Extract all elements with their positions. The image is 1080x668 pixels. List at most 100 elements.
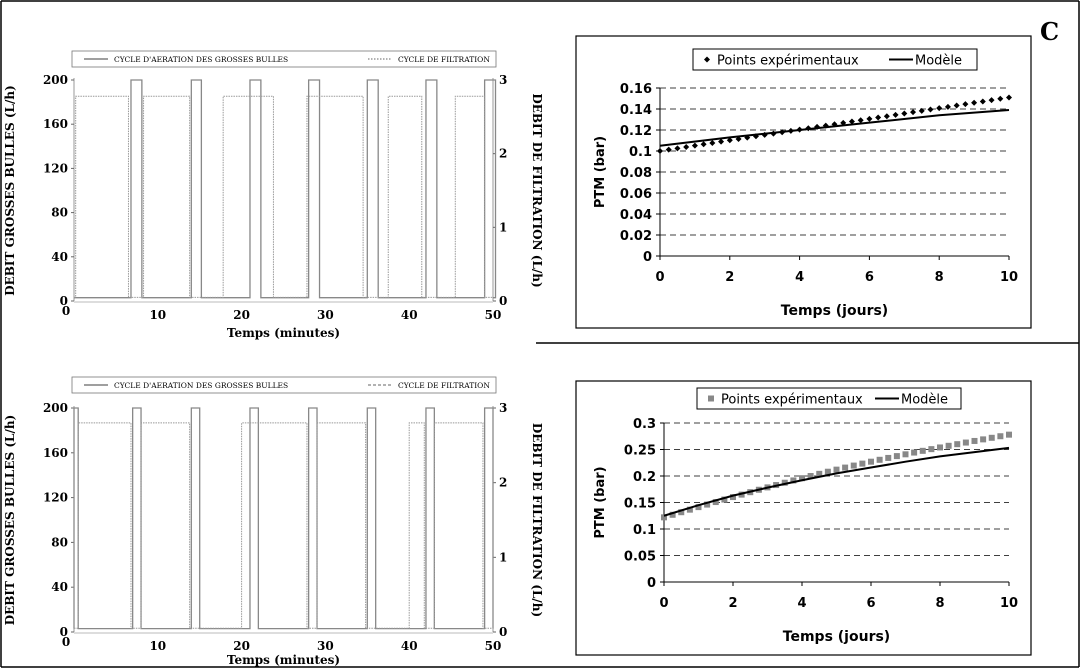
aeration-cycle-line — [73, 407, 494, 630]
y-tick-label: 0.05 — [624, 550, 656, 565]
y-tick-label: 0.16 — [620, 82, 652, 97]
x-tick-label: 4 — [797, 596, 806, 611]
data-point — [953, 102, 960, 109]
y-tick-label: 0.2 — [633, 470, 656, 485]
y-tick-label: 160 — [43, 446, 68, 460]
y-tick-label: 0.15 — [624, 497, 656, 512]
data-point — [971, 437, 978, 444]
x-tick-label: 50 — [485, 308, 502, 322]
legend-label-model: Modèle — [915, 54, 962, 69]
data-point — [954, 441, 961, 448]
aeration-filtration-cycle-chart-bottom: CYCLE D'AERATION DES GROSSES BULLES CYCLE… — [3, 376, 544, 667]
data-point — [927, 106, 934, 113]
y-tick-label: 120 — [43, 161, 68, 175]
x-tick-label: 6 — [866, 596, 875, 611]
x-tick-label: 20 — [233, 639, 250, 653]
x-tick-label: 0 — [659, 596, 668, 611]
y2-tick-label: 3 — [499, 401, 507, 415]
data-point — [876, 456, 883, 463]
data-point — [691, 142, 698, 149]
y-tick-label: 0.12 — [620, 124, 652, 139]
data-point — [988, 434, 995, 441]
y-tick-label: 0.1 — [633, 523, 656, 538]
data-point — [712, 499, 719, 506]
x-tick-label: 10 — [149, 639, 166, 653]
data-point — [911, 449, 918, 456]
legend-label-aeration: CYCLE D'AERATION DES GROSSES BULLES — [114, 381, 288, 390]
y-tick-label: 0 — [60, 625, 68, 639]
data-point — [661, 514, 667, 521]
y-axis-title: DEBIT GROSSES BULLES (L/h) — [3, 415, 17, 626]
data-point — [816, 470, 823, 477]
data-point — [669, 511, 676, 518]
legend-label-points: Points expérimentaux — [717, 54, 859, 69]
y-tick-label: 80 — [51, 206, 68, 220]
y-tick-label: 0.25 — [624, 444, 656, 459]
y-tick-label: 0.1 — [629, 145, 652, 160]
data-point — [674, 145, 681, 152]
y-tick-label: 0 — [643, 250, 652, 265]
data-point — [824, 468, 831, 475]
y-tick-label: 0.08 — [620, 166, 652, 181]
data-point — [704, 501, 711, 508]
data-point — [875, 114, 882, 121]
data-point — [726, 137, 733, 144]
data-point — [971, 99, 978, 106]
legend-label-aeration: CYCLE D'AERATION DES GROSSES BULLES — [114, 55, 288, 64]
legend-label-model: Modèle — [901, 393, 948, 408]
data-point — [980, 436, 987, 443]
x-tick-label: 50 — [485, 639, 502, 653]
legend-label-filtration: CYCLE DE FILTRATION — [398, 55, 490, 64]
x-tick-label: 2 — [725, 270, 734, 285]
data-point — [962, 439, 969, 446]
y-tick-label: 0 — [647, 576, 656, 591]
data-point — [683, 143, 690, 150]
y-tick-label: 200 — [43, 73, 68, 87]
data-point — [1006, 431, 1012, 438]
x-origin-label: 0 — [62, 304, 70, 318]
ptm-top-frame — [575, 35, 1032, 329]
legend-label-points: Points expérimentaux — [721, 393, 863, 408]
x-axis-title: Temps (minutes) — [227, 326, 340, 340]
data-point — [700, 141, 707, 148]
data-point — [885, 454, 892, 461]
x-tick-label: 4 — [795, 270, 804, 285]
legend-box — [696, 387, 962, 410]
y-tick-label: 0.3 — [633, 417, 656, 432]
data-point — [857, 117, 864, 124]
data-point — [859, 460, 866, 467]
data-point — [781, 479, 788, 486]
data-point — [665, 146, 672, 153]
data-point — [718, 138, 725, 145]
data-point — [918, 107, 925, 114]
x-tick-label: 30 — [317, 308, 334, 322]
corner-label: C — [1040, 17, 1059, 46]
y-axis-title: DEBIT GROSSES BULLES (L/h) — [3, 85, 17, 296]
y2-tick-label: 3 — [499, 73, 507, 87]
x-tick-label: 10 — [149, 308, 166, 322]
data-point — [850, 462, 857, 469]
y-tick-label: 40 — [51, 250, 68, 264]
data-point — [709, 139, 716, 146]
x-tick-label: 40 — [401, 308, 418, 322]
data-point — [928, 446, 935, 453]
x-tick-label: 6 — [865, 270, 874, 285]
filtration-cycle-line — [74, 95, 493, 298]
data-point — [945, 442, 952, 449]
y2-tick-label: 0 — [499, 625, 507, 639]
x-axis-title: Temps (jours) — [783, 629, 890, 645]
data-point — [1006, 94, 1012, 101]
x-tick-label: 0 — [655, 270, 664, 285]
x-tick-label: 30 — [317, 639, 334, 653]
x-tick-label: 2 — [728, 596, 737, 611]
legend-box — [71, 376, 497, 394]
data-point — [807, 473, 814, 480]
data-point — [695, 504, 702, 511]
y-tick-label: 0.06 — [620, 187, 652, 202]
data-point — [868, 458, 874, 465]
data-point — [988, 97, 995, 104]
data-point — [910, 109, 917, 116]
y2-axis-title: DEBIT DE FILTRATION (L/h) — [530, 93, 544, 287]
y-tick-label: 120 — [43, 491, 68, 505]
